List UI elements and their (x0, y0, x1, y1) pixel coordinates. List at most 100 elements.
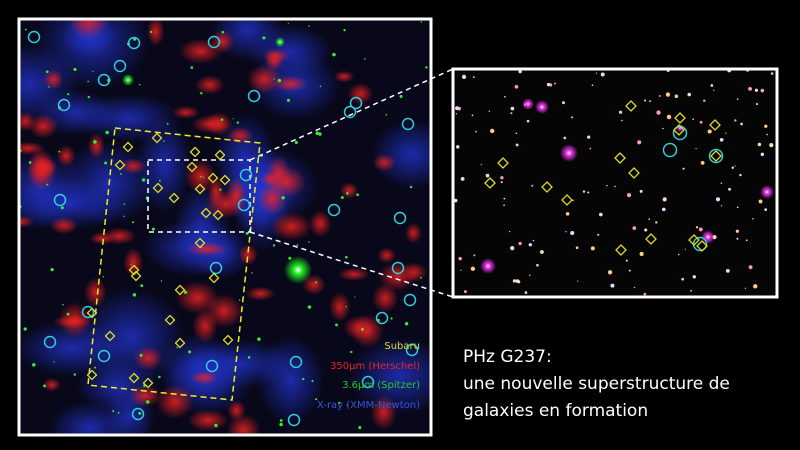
star (46, 183, 49, 186)
bright-source (701, 230, 715, 244)
galaxy (699, 120, 703, 124)
star (302, 378, 305, 381)
bright-source (480, 258, 496, 274)
dust-glow (333, 70, 355, 83)
galaxy (460, 269, 462, 271)
galaxy (536, 263, 539, 267)
dust-glow (347, 82, 374, 105)
star (385, 113, 388, 116)
galaxy (582, 190, 586, 193)
star (104, 161, 108, 165)
galaxy (570, 230, 575, 236)
galaxy (485, 173, 490, 178)
galaxy (488, 110, 490, 112)
dust-glow (266, 156, 291, 191)
galaxy (760, 152, 765, 157)
galaxy (692, 275, 696, 279)
dust-glow (20, 141, 45, 156)
markers (27, 30, 724, 427)
dust-glow (191, 114, 230, 134)
star (138, 83, 141, 86)
galaxy (472, 76, 475, 79)
galaxy (700, 161, 705, 165)
star (94, 366, 97, 369)
star (399, 94, 403, 98)
star (176, 346, 179, 349)
dust-glow (227, 126, 253, 145)
dust-glow (404, 222, 422, 244)
galaxy (662, 127, 664, 130)
star (131, 221, 135, 224)
subaru-marker (615, 244, 627, 256)
subaru-marker (710, 150, 722, 162)
star (350, 350, 353, 354)
galaxy (577, 280, 579, 282)
dust-glow (370, 395, 397, 430)
star (318, 132, 322, 136)
galaxy (766, 133, 768, 136)
dust-glow (257, 182, 287, 216)
dust-glow (28, 113, 59, 139)
subaru-marker (207, 172, 219, 184)
star (160, 280, 163, 282)
star (87, 95, 90, 99)
legend-label: X-ray (XMM-Newton) (317, 400, 420, 411)
galaxy (661, 207, 666, 212)
subaru-marker (152, 182, 164, 194)
xray-marker (361, 375, 375, 389)
xray-marker (391, 261, 405, 275)
star (332, 52, 336, 57)
star (32, 363, 36, 367)
bright-star (284, 256, 312, 284)
subaru-marker (614, 152, 626, 164)
galaxy (725, 132, 727, 134)
star (409, 185, 413, 189)
legend-label: Subaru (384, 341, 420, 352)
zoom-box (147, 159, 251, 233)
star (202, 176, 205, 179)
galaxy (490, 128, 495, 134)
dust-glow (175, 281, 219, 315)
subaru-marker (174, 337, 186, 349)
star (123, 215, 125, 218)
galaxy (734, 165, 736, 167)
galaxy (760, 88, 765, 93)
bright-star (275, 37, 285, 47)
dust-glow (43, 69, 64, 90)
xray-marker (343, 105, 357, 119)
galaxy (531, 184, 534, 187)
bright-source (760, 185, 774, 199)
galaxy (455, 113, 457, 115)
dust-glow (42, 377, 61, 392)
star (73, 67, 77, 72)
galaxy (754, 88, 759, 92)
dust-glow (178, 38, 223, 64)
dust-glow (372, 283, 399, 314)
subaru-marker (151, 132, 163, 144)
galaxy (595, 72, 598, 74)
xray-marker (327, 203, 341, 217)
dust-glow (28, 147, 54, 184)
right-frame (451, 67, 779, 299)
bright-source (522, 98, 534, 110)
galaxy (540, 250, 544, 254)
xray-marker (375, 311, 389, 325)
subaru-marker (128, 264, 140, 276)
star (112, 410, 115, 413)
xray-marker (131, 407, 145, 421)
galaxy (590, 246, 595, 251)
star (232, 118, 234, 120)
galaxy (503, 95, 506, 98)
caption-line: PHz G237: (463, 347, 552, 367)
galaxy (639, 189, 643, 193)
galaxy (632, 226, 637, 230)
bright-source (535, 100, 549, 114)
star (315, 131, 320, 136)
star (43, 384, 46, 388)
galaxy (644, 99, 647, 102)
galaxy (628, 269, 631, 272)
xray-marker (289, 355, 303, 369)
galaxy (681, 277, 685, 281)
galaxy (666, 114, 672, 120)
galaxy (500, 176, 504, 180)
